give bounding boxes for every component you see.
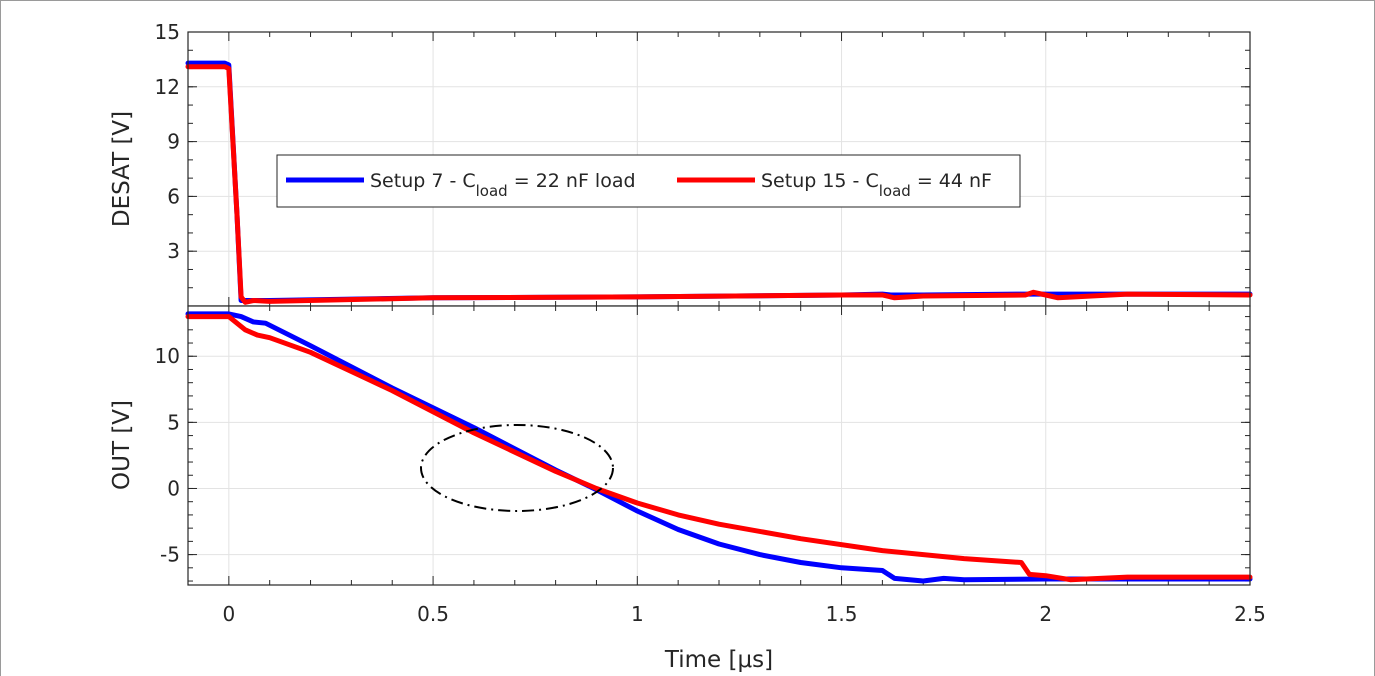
- x-tick-label: 1: [631, 602, 644, 626]
- desat-y-axis-label: DESAT [V]: [109, 111, 135, 227]
- desat-y-tick-label: 6: [167, 184, 180, 208]
- crossing-annotation-ellipse: [420, 424, 614, 512]
- desat-y-tick-label: 9: [167, 130, 180, 154]
- out-panel: -5 0 5 10 0 0.5 1 1.5 2 2.5 OUT [V] Time [μs]: [109, 305, 1266, 673]
- desat-series: [185, 60, 1253, 305]
- out-axes-box: [187, 305, 1251, 586]
- out-plot-area: [188, 306, 1250, 585]
- out-y-tick-labels: -5 0 5 10: [155, 344, 180, 566]
- x-tick-label: 0: [222, 602, 235, 626]
- out-y-tick-label: 0: [167, 476, 180, 500]
- out-series-line-setup15: [185, 314, 1253, 583]
- x-tick-label: 0.5: [417, 602, 449, 626]
- desat-y-tick-label: 3: [167, 239, 180, 263]
- x-axis-label: Time [μs]: [664, 647, 773, 673]
- out-series-line-setup7: [185, 311, 1253, 584]
- desat-y-tick-label: 15: [155, 20, 180, 44]
- desat-series-line-setup15: [185, 64, 1253, 305]
- out-y-axis-label: OUT [V]: [109, 400, 135, 490]
- x-tick-label: 2: [1039, 602, 1052, 626]
- legend: Setup 7 - Cload = 22 nF load Setup 15 - …: [276, 154, 1021, 208]
- out-y-tick-label: -5: [160, 543, 180, 567]
- out-series: [185, 311, 1253, 584]
- desat-y-tick-labels: 3 6 9 12 15: [155, 20, 180, 263]
- legend-label-setup7: Setup 7 - Cload = 22 nF load: [370, 170, 636, 200]
- out-x-tick-labels: 0 0.5 1 1.5 2 2.5: [222, 602, 1265, 626]
- desat-y-tick-label: 12: [155, 75, 180, 99]
- out-grid: [188, 306, 1251, 585]
- out-y-tick-label: 10: [155, 344, 180, 368]
- legend-label-setup15: Setup 15 - Cload = 44 nF: [761, 170, 992, 200]
- x-tick-label: 2.5: [1234, 602, 1266, 626]
- out-y-tick-label: 5: [167, 410, 180, 434]
- legend-box: [276, 154, 1021, 208]
- x-tick-label: 1.5: [826, 602, 858, 626]
